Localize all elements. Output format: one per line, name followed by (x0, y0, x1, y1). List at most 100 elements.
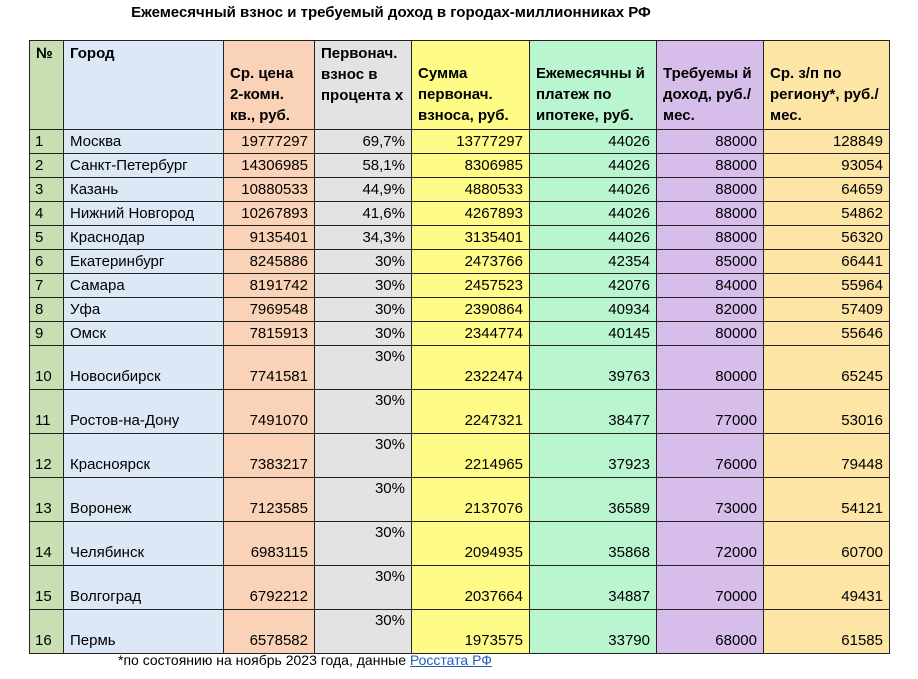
row-pct: 30% (314, 389, 412, 434)
row-sum: 2457523 (411, 273, 530, 298)
table-row: 16 Пермь 6578582 30% 1973575 33790 68000 61585 (29, 609, 890, 654)
header-sum: Сумма первонач. взноса, руб. (411, 40, 530, 130)
row-pct: 58,1% (314, 153, 412, 178)
row-monthly: 44026 (529, 177, 657, 202)
row-city: Воронеж (63, 477, 224, 522)
table-row: 12 Красноярск 7383217 30% 2214965 37923 76000 7… (29, 433, 890, 478)
row-income: 88000 (656, 153, 764, 178)
row-monthly: 44026 (529, 201, 657, 226)
table-row: 2 Санкт-Петербург 14306985 58,1% 8306985 4402… (29, 153, 890, 178)
header-salary: Ср. з/п по региону*, руб./мес. (763, 40, 890, 130)
row-price: 19777297 (223, 129, 315, 154)
row-income: 72000 (656, 521, 764, 566)
row-num: 6 (29, 249, 64, 274)
row-income: 73000 (656, 477, 764, 522)
row-sum: 3135401 (411, 225, 530, 250)
row-city: Москва (63, 129, 224, 154)
table-row: 8 Уфа 7969548 30% 2390864 40934 82000 57409 (29, 297, 890, 322)
row-city: Красноярск (63, 433, 224, 478)
row-salary: 61585 (763, 609, 890, 654)
row-sum: 2037664 (411, 565, 530, 610)
table-row: 5 Краснодар 9135401 34,3% 3135401 44026 88000 5… (29, 225, 890, 250)
row-city: Омск (63, 321, 224, 346)
row-salary: 55964 (763, 273, 890, 298)
row-sum: 2214965 (411, 433, 530, 478)
row-pct: 30% (314, 345, 412, 390)
row-income: 88000 (656, 225, 764, 250)
header-row: № Город Ср. цена 2-комн. кв., руб. Перво… (29, 40, 890, 130)
row-income: 76000 (656, 433, 764, 478)
row-salary: 55646 (763, 321, 890, 346)
row-monthly: 37923 (529, 433, 657, 478)
row-income: 82000 (656, 297, 764, 322)
row-num: 5 (29, 225, 64, 250)
header-sum-label: Сумма первонач. взноса, руб. (418, 65, 509, 124)
row-salary: 128849 (763, 129, 890, 154)
table-row: 3 Казань 10880533 44,9% 4880533 44026 88000 646… (29, 177, 890, 202)
row-num: 4 (29, 201, 64, 226)
row-pct: 30% (314, 433, 412, 478)
table-row: 1 Москва 19777297 69,7% 13777297 44026 88000 12… (29, 129, 890, 154)
row-city: Казань (63, 177, 224, 202)
row-num: 13 (29, 477, 64, 522)
row-price: 9135401 (223, 225, 315, 250)
row-price: 14306985 (223, 153, 315, 178)
row-income: 80000 (656, 321, 764, 346)
row-pct: 30% (314, 249, 412, 274)
row-monthly: 44026 (529, 225, 657, 250)
row-monthly: 36589 (529, 477, 657, 522)
table-row: 7 Самара 8191742 30% 2457523 42076 84000 55964 (29, 273, 890, 298)
row-pct: 30% (314, 321, 412, 346)
row-monthly: 42076 (529, 273, 657, 298)
footnote-text: *по состоянию на ноябрь 2023 года, данны… (118, 652, 407, 668)
row-salary: 79448 (763, 433, 890, 478)
row-sum: 2473766 (411, 249, 530, 274)
row-city: Самара (63, 273, 224, 298)
data-table: № Город Ср. цена 2-комн. кв., руб. Перво… (29, 40, 890, 654)
row-monthly: 44026 (529, 153, 657, 178)
row-pct: 30% (314, 609, 412, 654)
table-row: 14 Челябинск 6983115 30% 2094935 35868 72000 60… (29, 521, 890, 566)
row-city: Челябинск (63, 521, 224, 566)
row-sum: 2247321 (411, 389, 530, 434)
row-sum: 2322474 (411, 345, 530, 390)
header-pct: Первонач. взнос в процента х (314, 40, 412, 130)
row-monthly: 38477 (529, 389, 657, 434)
row-salary: 57409 (763, 297, 890, 322)
row-salary: 60700 (763, 521, 890, 566)
table-row: 6 Екатеринбург 8245886 30% 2473766 42354 85000… (29, 249, 890, 274)
row-num: 12 (29, 433, 64, 478)
row-pct: 30% (314, 565, 412, 610)
row-city: Пермь (63, 609, 224, 654)
header-price-label: Ср. цена 2-комн. кв., руб. (230, 65, 294, 124)
row-pct: 69,7% (314, 129, 412, 154)
row-price: 6983115 (223, 521, 315, 566)
row-num: 10 (29, 345, 64, 390)
row-price: 8191742 (223, 273, 315, 298)
row-price: 10880533 (223, 177, 315, 202)
row-salary: 65245 (763, 345, 890, 390)
row-salary: 54121 (763, 477, 890, 522)
row-monthly: 35868 (529, 521, 657, 566)
row-sum: 2390864 (411, 297, 530, 322)
row-num: 1 (29, 129, 64, 154)
rosstat-link[interactable]: Росстата РФ (409, 652, 492, 668)
row-monthly: 34887 (529, 565, 657, 610)
header-city: Город (63, 40, 224, 130)
row-income: 70000 (656, 565, 764, 610)
row-city: Санкт-Петербург (63, 153, 224, 178)
row-salary: 54862 (763, 201, 890, 226)
row-price: 7815913 (223, 321, 315, 346)
row-city: Екатеринбург (63, 249, 224, 274)
header-monthly-label: Ежемесячны й платеж по ипотеке, руб. (536, 65, 645, 124)
row-price: 7969548 (223, 297, 315, 322)
table-row: 4 Нижний Новгород 10267893 41,6% 4267893 4402… (29, 201, 890, 226)
row-salary: 66441 (763, 249, 890, 274)
row-income: 88000 (656, 177, 764, 202)
row-city: Уфа (63, 297, 224, 322)
row-city: Волгоград (63, 565, 224, 610)
row-monthly: 33790 (529, 609, 657, 654)
row-num: 14 (29, 521, 64, 566)
row-price: 8245886 (223, 249, 315, 274)
row-sum: 8306985 (411, 153, 530, 178)
